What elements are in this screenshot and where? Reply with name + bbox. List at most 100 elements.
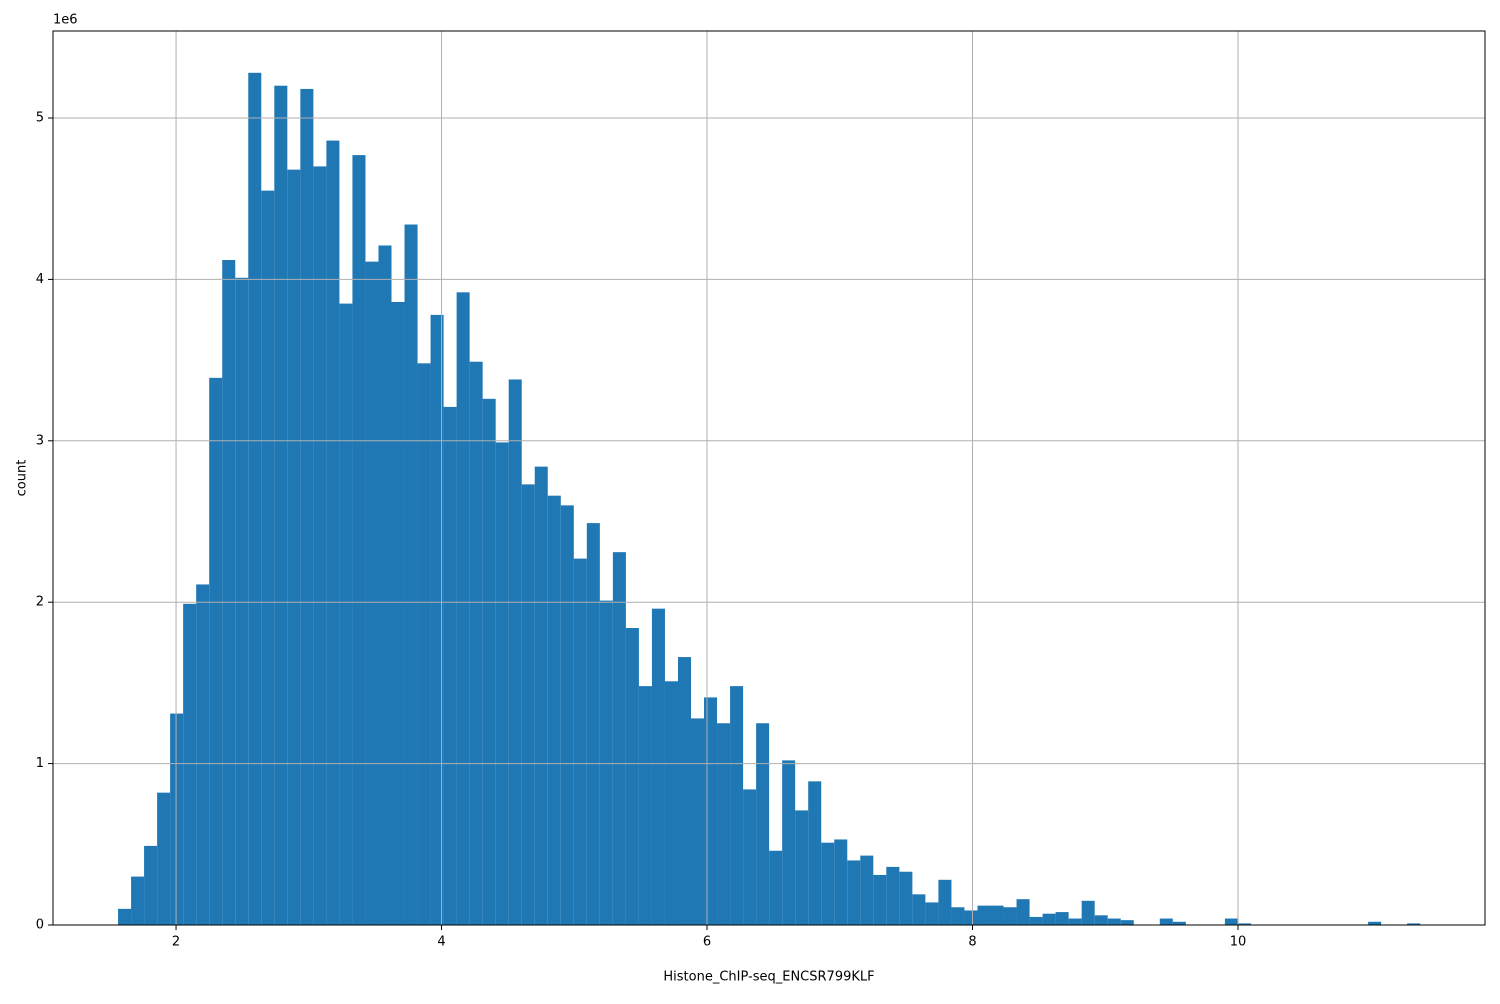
bar	[118, 908, 132, 925]
bar	[547, 495, 561, 925]
y-tick-label: 0	[36, 918, 44, 933]
y-tick-label: 3	[36, 433, 44, 448]
bar	[495, 442, 509, 925]
bar	[756, 723, 770, 925]
bar	[847, 860, 861, 925]
bar	[912, 894, 926, 925]
plot-frame	[52, 30, 1486, 926]
bar	[795, 810, 809, 925]
bar	[1159, 918, 1173, 925]
bar	[404, 224, 418, 925]
bar	[977, 905, 991, 925]
x-tick-label: 8	[968, 935, 976, 950]
bar	[612, 552, 626, 925]
bar	[1107, 918, 1121, 925]
bar	[625, 628, 639, 925]
bar	[417, 363, 431, 926]
bar	[1094, 915, 1108, 925]
bar	[677, 657, 692, 925]
bar	[938, 879, 952, 925]
bar	[1368, 921, 1382, 925]
bar	[638, 686, 652, 925]
bar	[1016, 899, 1030, 925]
bar	[313, 166, 327, 926]
bar	[248, 72, 262, 925]
y-tick-label: 1	[36, 756, 44, 771]
bar	[573, 558, 587, 925]
bar	[482, 398, 496, 925]
bar	[899, 871, 913, 925]
bar	[235, 277, 249, 925]
bar	[352, 155, 366, 925]
bar	[834, 839, 848, 925]
bar	[274, 85, 288, 926]
bar	[769, 850, 783, 925]
bar	[365, 261, 379, 926]
bar	[651, 608, 665, 925]
bar	[704, 697, 718, 925]
bar	[808, 781, 822, 925]
x-tick-label: 10	[1230, 935, 1247, 950]
bar	[1003, 907, 1017, 925]
bar	[1068, 918, 1082, 925]
bar	[1407, 923, 1421, 925]
bar	[886, 866, 900, 925]
bar	[1224, 918, 1238, 925]
bar	[560, 505, 574, 925]
bar	[1172, 921, 1186, 925]
bar	[1237, 923, 1251, 925]
bar	[534, 466, 548, 925]
bar	[964, 910, 978, 925]
bar	[326, 140, 340, 926]
y-tick-label: 5	[36, 110, 44, 125]
bar	[131, 876, 145, 925]
bar	[1042, 913, 1056, 925]
bar	[144, 845, 158, 925]
bar	[378, 245, 392, 925]
bar	[664, 681, 678, 925]
bar	[990, 905, 1004, 925]
bar	[743, 789, 757, 925]
bar	[443, 406, 457, 926]
bar	[196, 584, 210, 925]
bar	[925, 902, 939, 925]
bar	[209, 377, 223, 925]
bar	[287, 169, 301, 925]
bar	[1029, 916, 1043, 925]
x-tick-label: 2	[172, 935, 180, 950]
bar	[691, 718, 705, 925]
bar	[391, 301, 405, 925]
bar	[430, 314, 444, 926]
y-tick-label: 2	[36, 595, 44, 610]
y-offset-text: 1e6	[53, 13, 78, 28]
bar	[951, 907, 965, 925]
bar	[183, 603, 197, 925]
bar	[456, 292, 470, 925]
bar	[873, 874, 887, 925]
bar	[261, 190, 275, 926]
y-tick-label: 4	[36, 272, 44, 287]
bar	[730, 686, 744, 925]
bar	[508, 379, 522, 925]
y-axis-label: count	[15, 460, 30, 497]
x-tick-label: 4	[437, 935, 445, 950]
bar	[860, 855, 874, 925]
x-axis-label: Histone_ChIP-seq_ENCSR799KLF	[663, 970, 874, 985]
bar	[300, 88, 314, 926]
bar	[521, 484, 535, 925]
bar	[782, 760, 796, 925]
x-tick-label: 6	[703, 935, 711, 950]
bar	[599, 600, 613, 925]
bar	[222, 260, 236, 926]
bar	[157, 792, 171, 925]
bar	[1120, 920, 1134, 925]
bar	[469, 361, 483, 926]
bar	[717, 723, 731, 925]
bar	[339, 303, 353, 926]
bar	[1055, 912, 1069, 925]
bar	[1081, 900, 1095, 925]
bar	[821, 842, 835, 925]
bar	[586, 523, 600, 925]
bar	[170, 713, 184, 925]
